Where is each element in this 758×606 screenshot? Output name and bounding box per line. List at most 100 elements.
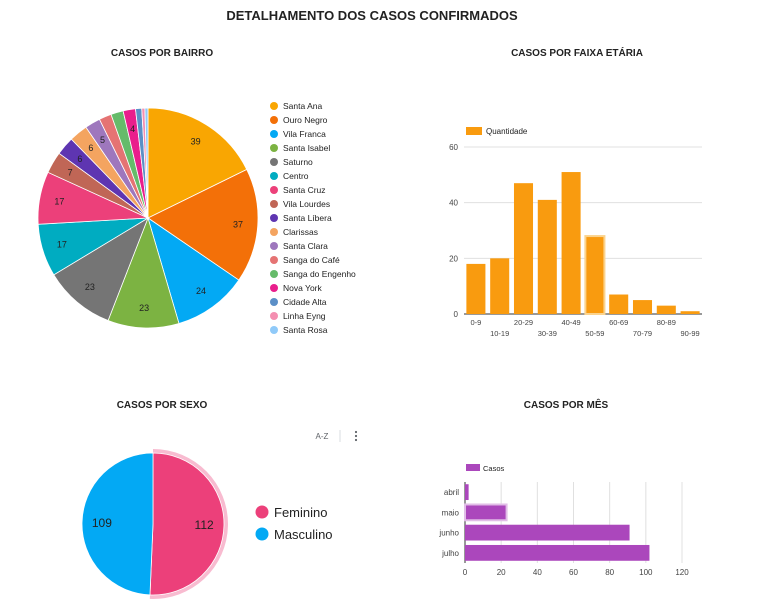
bar-julho[interactable] xyxy=(465,544,650,561)
legend-label-santa-clara: Santa Clara xyxy=(283,241,328,251)
x-tick-label: 50-59 xyxy=(585,329,604,338)
legend-label-sanga-do-cafe: Sanga do Café xyxy=(283,255,340,265)
y-tick-label: julho xyxy=(441,549,459,558)
pie-slice-label: 24 xyxy=(196,286,206,296)
pie-slice-label: 17 xyxy=(57,240,67,250)
bar-70-79[interactable] xyxy=(632,300,653,314)
pie-slice-label: 4 xyxy=(130,124,135,134)
pie-slice-santa-isabel[interactable] xyxy=(107,216,180,329)
bar-90-99[interactable] xyxy=(680,311,700,314)
legend-marker xyxy=(270,284,278,292)
more-vertical-icon[interactable] xyxy=(354,430,358,442)
bar-20-29[interactable] xyxy=(513,183,534,314)
y-tick-label: junho xyxy=(438,529,459,538)
x-tick-label: 30-39 xyxy=(538,329,557,338)
legend-marker xyxy=(270,130,278,138)
faixa-chart-title: CASOS POR FAIXA ETÁRIA xyxy=(511,46,643,59)
pie-slice-feminino[interactable] xyxy=(149,452,225,596)
legend-marker xyxy=(270,158,278,166)
y-tick-label: 20 xyxy=(449,254,458,263)
x-tick-label: 0-9 xyxy=(470,318,481,327)
bar-50-59[interactable] xyxy=(584,235,606,315)
pie-slice-saturno[interactable] xyxy=(53,217,149,322)
bar-40-49[interactable] xyxy=(561,172,581,314)
x-tick-label: 90-99 xyxy=(681,329,700,338)
legend-label-saturno: Saturno xyxy=(283,157,313,167)
bar-abril[interactable] xyxy=(465,484,469,501)
pie-slice-label: 109 xyxy=(92,516,112,530)
pie-slice-label: 23 xyxy=(139,303,149,313)
pie-slice-label: 7 xyxy=(68,168,73,178)
sexo-chart-title: CASOS POR SEXO xyxy=(117,400,208,411)
x-tick-label: 40 xyxy=(533,568,542,577)
x-tick-label: 100 xyxy=(639,568,653,577)
bar-junho[interactable] xyxy=(465,524,630,541)
pie-slice-santa-ana[interactable] xyxy=(147,107,248,219)
x-tick-label: 10-19 xyxy=(490,329,509,338)
x-tick-label: 60-69 xyxy=(609,318,628,327)
mes-chart-title: CASOS POR MÊS xyxy=(524,398,609,411)
pie-slice-masculino[interactable] xyxy=(81,452,154,596)
legend-label-santa-ana: Santa Ana xyxy=(283,101,323,111)
legend-marker xyxy=(270,228,278,236)
pie-slice-ouro-negro[interactable] xyxy=(147,168,259,281)
legend-label-santa-rosa: Santa Rosa xyxy=(283,325,328,335)
bairro-legend: Santa Ana Ouro Negro Vila Franca Santa Isab… xyxy=(270,101,356,335)
pie-slice-label: 39 xyxy=(191,136,201,146)
y-tick-label: maio xyxy=(442,508,460,517)
sexo-pie-chart: 112 109 xyxy=(81,449,228,599)
legend-marker xyxy=(270,200,278,208)
y-tick-label: 40 xyxy=(449,199,458,208)
legend-marker xyxy=(270,298,278,306)
legend-label-feminino: Feminino xyxy=(274,505,327,520)
pie-slice-label: 6 xyxy=(88,143,93,153)
legend-label: Quantidade xyxy=(486,127,528,136)
legend-label-linha-eyng: Linha Eyng xyxy=(283,311,326,321)
legend-marker xyxy=(270,312,278,320)
x-tick-label: 80-89 xyxy=(657,318,676,327)
legend-marker xyxy=(255,527,269,541)
legend-marker xyxy=(270,116,278,124)
pie-slice-santa-rosa[interactable] xyxy=(144,107,149,219)
faixa-bar-chart: 0 20 40 60 Quantidade 0-9 10-19 20-29 30-39 40-49… xyxy=(449,127,702,338)
sort-icon[interactable]: A-Z xyxy=(316,432,329,441)
y-tick-label: 60 xyxy=(449,143,458,152)
bar-80-89[interactable] xyxy=(656,305,676,314)
bar-0-9[interactable] xyxy=(466,263,486,314)
pie-slice-label: 17 xyxy=(54,196,64,206)
legend-label-clarissas: Clarissas xyxy=(283,227,318,237)
legend-label-santa-isabel: Santa Isabel xyxy=(283,143,330,153)
legend-label: Casos xyxy=(483,464,505,473)
bar-60-69[interactable] xyxy=(609,294,629,314)
legend-label-vila-lourdes: Vila Lourdes xyxy=(283,199,330,209)
legend-label-centro: Centro xyxy=(283,171,309,181)
bar-30-39[interactable] xyxy=(537,199,557,314)
legend-swatch xyxy=(466,127,482,135)
page-title: DETALHAMENTO DOS CASOS CONFIRMADOS xyxy=(226,8,518,23)
pie-slice-label: 6 xyxy=(77,154,82,164)
pie-slice-label: 112 xyxy=(195,518,214,532)
bar-10-19[interactable] xyxy=(490,258,510,314)
legend-label-masculino: Masculino xyxy=(274,527,333,542)
sort-icon-label: A-Z xyxy=(316,432,329,441)
legend-label-ouro-negro: Ouro Negro xyxy=(283,115,328,125)
x-tick-label: 60 xyxy=(569,568,578,577)
bar-maio[interactable] xyxy=(464,503,508,522)
pie-slice-label: 23 xyxy=(85,282,95,292)
legend-marker xyxy=(255,505,269,519)
legend-marker xyxy=(270,102,278,110)
x-tick-label: 80 xyxy=(605,568,614,577)
x-tick-label: 70-79 xyxy=(633,329,652,338)
x-tick-label: 0 xyxy=(463,568,468,577)
legend-marker xyxy=(270,172,278,180)
pie-slice-label: 5 xyxy=(100,135,105,145)
legend-marker xyxy=(270,270,278,278)
y-tick-label: 0 xyxy=(454,310,459,319)
pie-slice-label: 37 xyxy=(233,219,243,229)
legend-label-vila-franca: Vila Franca xyxy=(283,129,326,139)
pie-slice-vila-franca[interactable] xyxy=(147,217,240,325)
legend-marker xyxy=(270,256,278,264)
bairro-chart-title: CASOS POR BAIRRO xyxy=(111,48,213,59)
